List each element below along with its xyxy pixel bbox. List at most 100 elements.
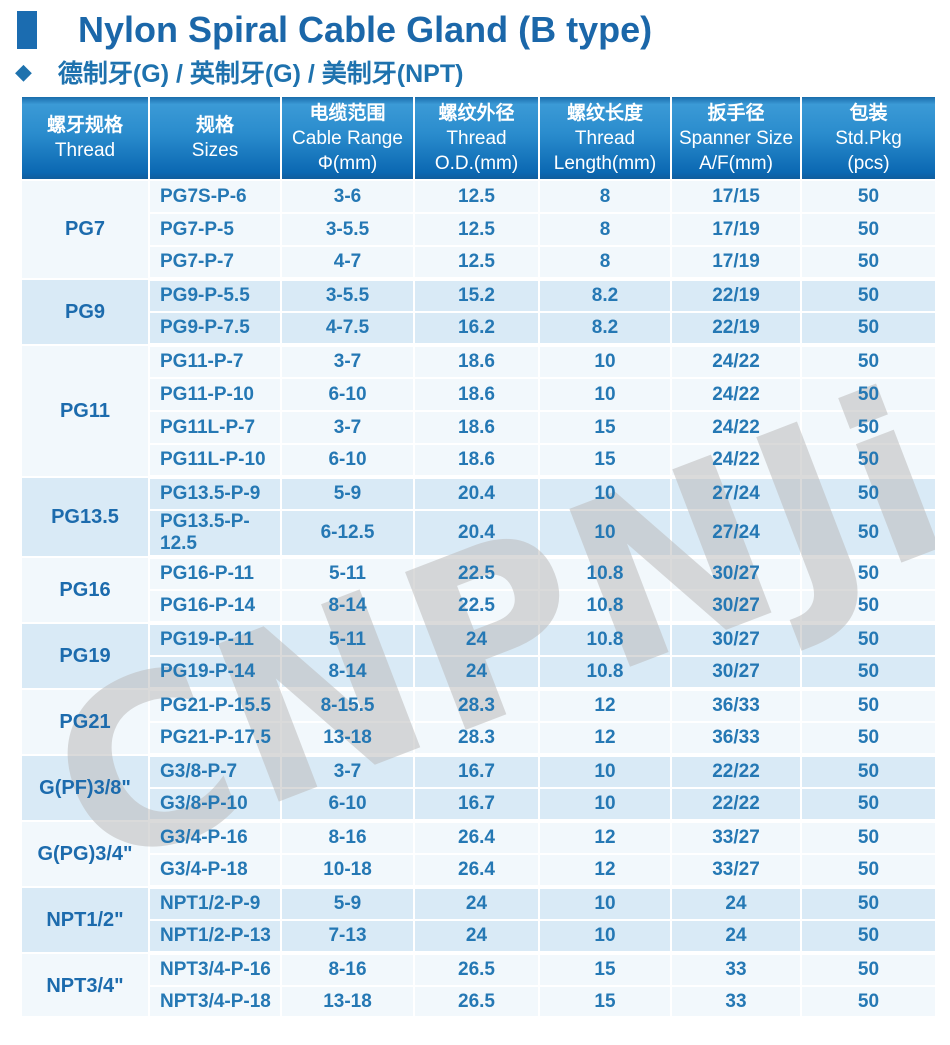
cell-value: 24	[465, 925, 488, 946]
cell-value: NPT3/4-P-16	[160, 959, 271, 980]
table-row: PG11L-P-10 6-10 18.6 15 24/22 50	[21, 443, 935, 479]
table-row: G(PF)3/8" G3/8-P-7 3-7 16.7 10 22/22 50	[20, 754, 935, 822]
cell-value: PG13.5-P-12.5	[160, 511, 250, 554]
cell-value: 50	[857, 285, 880, 306]
header-thread-length-zh: 螺纹长度	[566, 102, 643, 124]
cell-value: 12	[594, 827, 616, 848]
cell-value: PG19-P-14	[160, 661, 256, 682]
thread-group-label: PG19	[59, 644, 111, 667]
cell-spanner: 33/27	[670, 853, 802, 889]
header-thread-od-unit: O.D.(mm)	[434, 152, 519, 174]
cell-cable-range: 4-7.5	[280, 311, 415, 347]
cell-value: 5-9	[333, 893, 362, 914]
cell-spanner: 27/24	[670, 476, 802, 511]
cell-size: PG11-P-7	[148, 344, 282, 379]
table-row: PG21 PG21-P-15.5 8-15.5 28.3 12 36/33 50	[20, 688, 935, 756]
table-row: PG7 PG7S-P-6 3-6 12.5 8 17/15 50	[20, 179, 935, 280]
cell-size: G3/4-P-18	[148, 853, 282, 889]
cell-value: 50	[857, 991, 880, 1012]
cell-value: 33/27	[712, 827, 760, 848]
thread-group-cell: G(PG)3/4"	[20, 820, 150, 888]
cell-size: G3/4-P-16	[148, 820, 282, 855]
cell-value: G3/8-P-7	[160, 761, 238, 782]
cell-od: 18.6	[413, 410, 540, 445]
header-spanner-size-zh: 扳手径	[707, 102, 765, 124]
cell-od: 22.5	[413, 556, 540, 591]
cell-value: NPT1/2-P-13	[160, 925, 271, 946]
header-cable-range-unit: Φ(mm)	[317, 152, 378, 174]
cell-pkg: 50	[800, 278, 935, 313]
cell-length: 10	[538, 787, 672, 823]
header-cable-range-zh: 电缆范围	[309, 102, 386, 124]
cell-length: 12	[538, 853, 672, 889]
cell-value: 8-16	[328, 827, 367, 848]
thread-group-cell: PG7	[20, 179, 150, 280]
cell-cable-range: 6-12.5	[280, 509, 415, 559]
cell-length: 10	[538, 754, 672, 789]
cell-value: PG11-P-7	[160, 351, 244, 372]
header-thread-od-zh: 螺纹外径	[438, 102, 515, 124]
cell-od: 26.5	[413, 952, 540, 987]
cell-value: 20.4	[458, 522, 495, 543]
header-thread-en: Thread	[54, 140, 116, 161]
cell-value: 22.5	[458, 563, 495, 584]
cell-pkg: 50	[800, 754, 935, 789]
cell-od: 18.6	[413, 344, 540, 379]
cell-size: PG19-P-11	[148, 622, 282, 657]
table-header: 螺牙规格 Thread 规格 Sizes 电缆范围 Cable Range Φ(…	[20, 95, 935, 181]
cell-value: 10	[594, 522, 616, 543]
cell-value: 10	[594, 925, 616, 946]
cell-length: 10.8	[538, 589, 672, 625]
cell-od: 26.4	[413, 853, 540, 889]
cell-value: PG21-P-15.5	[160, 695, 271, 716]
cell-spanner: 22/19	[670, 311, 802, 347]
cell-cable-range: 3-6	[280, 179, 415, 214]
cell-size: PG13.5-P-12.5	[148, 509, 282, 559]
cell-size: PG13.5-P-9	[148, 476, 282, 511]
cell-pkg: 50	[800, 919, 935, 955]
cell-pkg: 50	[800, 443, 935, 479]
table-row: PG7-P-5 3-5.5 12.5 8 17/19 50	[21, 212, 935, 247]
table-row: PG11L-P-7 3-7 18.6 15 24/22 50	[21, 410, 935, 445]
cell-size: PG9-P-7.5	[148, 311, 282, 347]
cell-value: 26.5	[458, 991, 495, 1012]
subtitle-row: ◆ 德制牙(G) / 英制牙(G) / 美制牙(NPT)	[0, 52, 950, 88]
cell-value: 24/22	[712, 383, 760, 405]
cell-pkg: 50	[800, 655, 935, 691]
cell-od: 18.6	[413, 443, 540, 479]
cell-value: 50	[857, 959, 880, 980]
cell-cable-range: 8-15.5	[280, 688, 415, 723]
cell-cable-range: 5-9	[280, 886, 415, 921]
header-spanner-size-unit: A/F(mm)	[699, 152, 773, 174]
table-row: PG19 PG19-P-11 5-11 24 10.8 30/27 50	[20, 622, 935, 690]
cell-value: 26.4	[458, 859, 495, 880]
table-row: PG13.5 PG13.5-P-9 5-9 20.4 10 27/24 50	[20, 476, 935, 558]
table-row: PG11-P-10 6-10 18.6 10 24/22 50	[21, 377, 935, 412]
cell-cable-range: 3-5.5	[280, 212, 415, 247]
header-std-pkg: 包装 Std.Pkg (pcs)	[800, 95, 935, 181]
cell-value: 18.6	[458, 351, 495, 372]
header-thread-length: 螺纹长度 Thread Length(mm)	[538, 95, 672, 181]
thread-group-cell: PG21	[20, 688, 150, 756]
thread-group-cell: NPT1/2"	[20, 886, 150, 954]
cell-length: 12	[538, 721, 672, 757]
table-row: PG21-P-17.5 13-18 28.3 12 36/33 50	[21, 721, 935, 757]
cell-pkg: 50	[800, 556, 935, 591]
cell-value: 10	[594, 761, 616, 782]
cell-cable-range: 8-16	[280, 952, 415, 987]
cell-value: 15.2	[458, 285, 495, 306]
cell-spanner: 36/33	[670, 688, 802, 723]
cell-value: 22/22	[712, 793, 760, 814]
cell-spanner: 33	[670, 985, 802, 1016]
cell-value: 50	[857, 761, 880, 782]
cell-value: 24	[465, 893, 488, 914]
table-row: PG16-P-14 8-14 22.5 10.8 30/27 50	[21, 589, 935, 625]
cell-value: 12.5	[458, 251, 495, 272]
cell-length: 15	[538, 952, 672, 987]
cell-size: NPT3/4-P-16	[148, 952, 282, 987]
cell-size: PG7S-P-6	[148, 179, 282, 214]
header-std-pkg-unit: (pcs)	[847, 152, 890, 174]
cell-value: G3/4-P-16	[160, 827, 248, 848]
cell-value: 7-13	[328, 925, 367, 946]
